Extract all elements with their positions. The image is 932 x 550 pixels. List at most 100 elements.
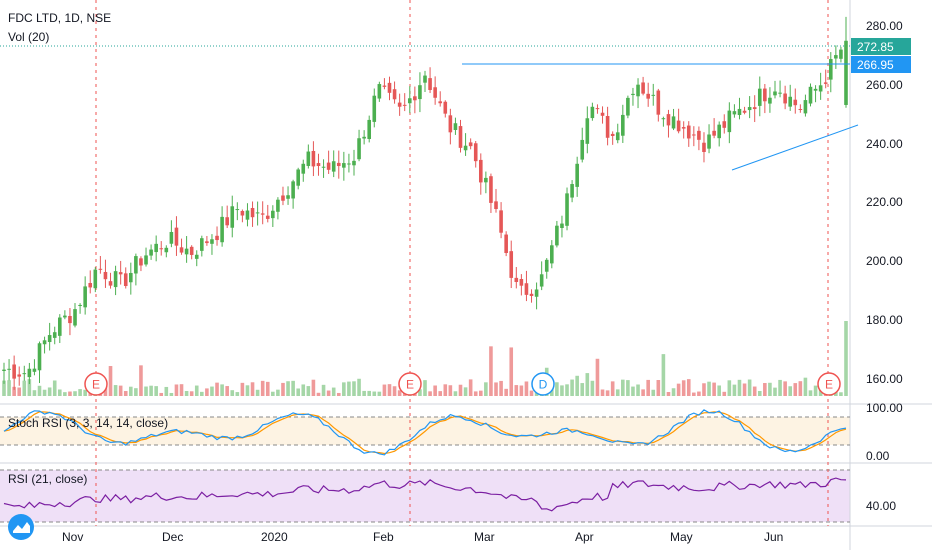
candle-body[interactable] [98,268,103,270]
candle-body[interactable] [271,210,275,219]
candle-body[interactable] [134,256,138,274]
candle-body[interactable] [260,213,265,215]
candle-body[interactable] [641,82,645,94]
candle-body[interactable] [702,142,706,153]
candle-body[interactable] [7,368,11,370]
candle-body[interactable] [68,315,72,324]
candle-body[interactable] [727,110,732,133]
candle-body[interactable] [12,364,16,379]
candle-body[interactable] [265,215,270,219]
candle-body[interactable] [595,108,600,110]
candle-body[interactable] [336,162,341,167]
candle-body[interactable] [478,159,483,183]
candle-body[interactable] [742,110,747,113]
candle-body[interactable] [575,163,579,187]
candle-body[interactable] [347,163,351,165]
candle-body[interactable] [443,101,448,114]
candle-body[interactable] [215,235,219,241]
candle-body[interactable] [580,139,585,160]
candle-body[interactable] [697,130,701,140]
candle-body[interactable] [367,119,372,139]
candle-body[interactable] [149,249,153,256]
candle-body[interactable] [656,90,661,115]
candle-body[interactable] [844,40,848,105]
earnings-marker[interactable]: E [817,372,841,396]
candle-body[interactable] [636,84,640,97]
candle-body[interactable] [281,195,285,201]
candle-body[interactable] [489,176,493,203]
candle-body[interactable] [428,78,432,90]
candle-body[interactable] [448,115,453,133]
candle-body[interactable] [118,272,123,275]
candle-body[interactable] [803,100,808,114]
volume-legend[interactable]: Vol (20) [8,30,50,44]
candle-body[interactable] [372,95,377,122]
candle-body[interactable] [600,112,605,116]
tradingview-logo[interactable] [8,514,34,540]
candle-body[interactable] [377,84,382,99]
candle-body[interactable] [773,91,777,96]
candle-body[interactable] [362,136,366,139]
candle-body[interactable] [352,160,356,166]
candle-body[interactable] [326,162,331,170]
candle-body[interactable] [392,89,397,100]
candle-body[interactable] [570,184,574,198]
candle-body[interactable] [676,120,681,132]
candle-body[interactable] [108,281,113,286]
candle-body[interactable] [423,75,427,83]
candle-body[interactable] [230,206,235,228]
candle-body[interactable] [458,126,463,148]
candle-body[interactable] [823,82,828,84]
candle-body[interactable] [179,247,184,253]
candle-body[interactable] [342,163,346,168]
candle-body[interactable] [63,315,67,318]
candle-body[interactable] [154,243,158,253]
rsi-legend[interactable]: RSI (21, close) [8,472,88,486]
price-candles[interactable] [2,16,848,390]
candle-body[interactable] [519,279,524,286]
candle-body[interactable] [402,104,407,106]
candle-body[interactable] [93,269,98,289]
candle-body[interactable] [301,163,306,174]
candle-body[interactable] [418,85,422,100]
support-trendline[interactable] [731,124,859,171]
candle-body[interactable] [610,133,615,136]
candle-body[interactable] [42,340,47,345]
candle-body[interactable] [311,150,316,167]
dividend-marker[interactable]: D [531,372,555,396]
candle-body[interactable] [651,94,656,96]
candle-body[interactable] [276,199,280,212]
candle-body[interactable] [707,134,711,149]
candle-body[interactable] [184,248,189,255]
candle-body[interactable] [615,132,620,141]
candle-body[interactable] [47,335,52,343]
candle-body[interactable] [225,217,229,226]
candle-body[interactable] [504,234,508,253]
candle-body[interactable] [778,92,782,94]
candle-body[interactable] [205,241,209,244]
candle-body[interactable] [316,163,321,166]
candle-body[interactable] [555,225,559,246]
candle-body[interactable] [783,93,787,104]
candle-body[interactable] [433,87,437,98]
candle-body[interactable] [550,245,554,264]
candle-body[interactable] [52,332,57,338]
candle-body[interactable] [605,115,610,138]
candle-body[interactable] [169,231,174,244]
candle-body[interactable] [200,238,204,251]
candle-body[interactable] [671,116,676,129]
candle-body[interactable] [737,108,742,116]
candle-body[interactable] [210,239,214,244]
candle-body[interactable] [509,251,514,278]
candle-body[interactable] [661,118,666,120]
candle-body[interactable] [453,123,458,130]
candle-body[interactable] [681,127,686,129]
stoch-rsi-legend[interactable]: Stoch RSI (3, 3, 14, 14, close) [8,416,169,430]
candle-body[interactable] [331,161,336,172]
candle-body[interactable] [159,248,164,250]
candle-body[interactable] [113,271,118,288]
candle-body[interactable] [37,343,42,371]
candle-body[interactable] [88,283,93,288]
candle-body[interactable] [357,138,361,160]
candle-body[interactable] [534,289,539,297]
